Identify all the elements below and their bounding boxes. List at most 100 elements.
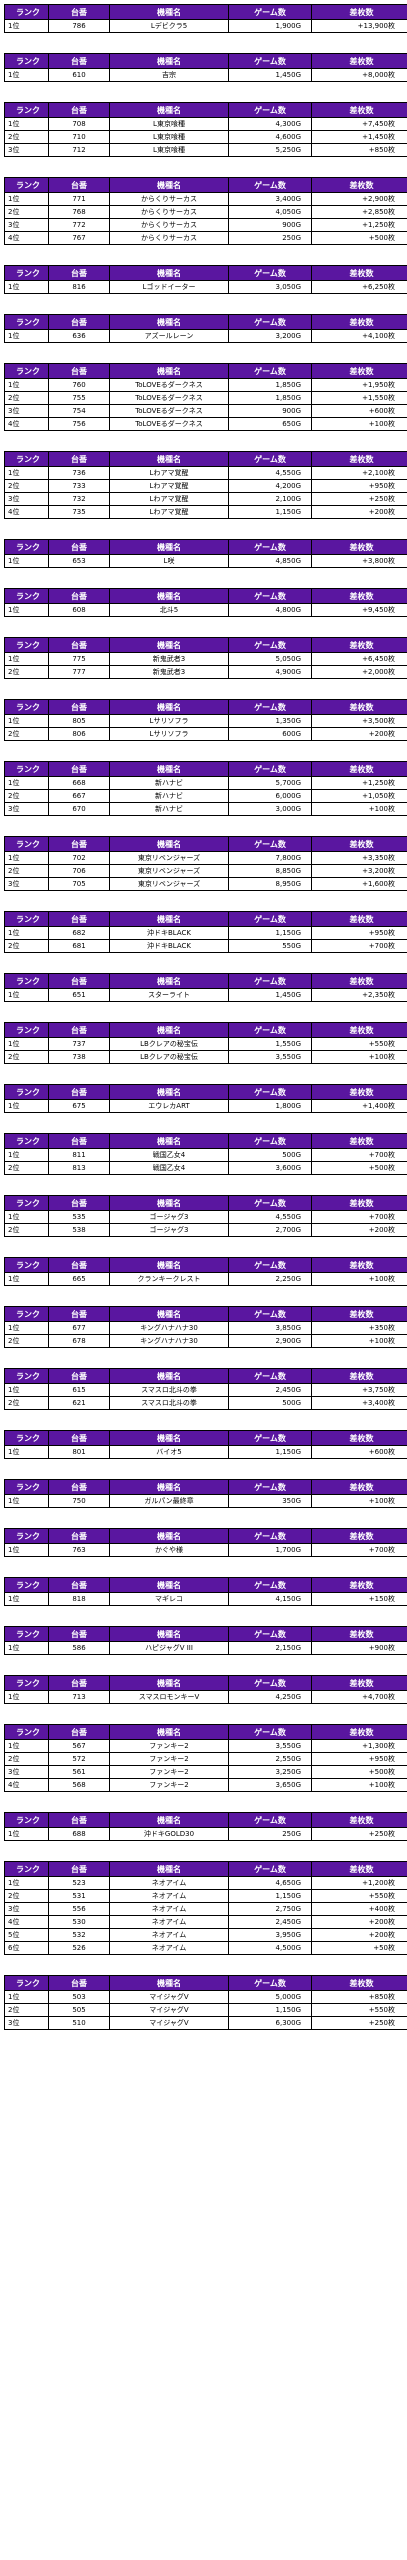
machine-name-header: 機種名 — [109, 1084, 229, 1100]
table-header-row: ランク 台番 機種名 ゲーム数 差枚数 — [4, 1975, 407, 1991]
machine-name-header: 機種名 — [109, 1675, 229, 1691]
rank-header: ランク — [4, 1975, 49, 1991]
difference-header: 差枚数 — [311, 1626, 407, 1642]
machine-name-cell: マギレコ — [109, 1592, 229, 1606]
game-count-cell: 2,250G — [228, 1272, 312, 1286]
rank-cell: 1位 — [4, 926, 49, 940]
rank-cell: 2位 — [4, 479, 49, 493]
machine-name-cell: 吉宗 — [109, 68, 229, 82]
machine-number-header: 台番 — [48, 1257, 110, 1273]
machine-number-header: 台番 — [48, 1084, 110, 1100]
machine-name-header: 機種名 — [109, 911, 229, 927]
machine-number-header: 台番 — [48, 1861, 110, 1877]
table-header-row: ランク 台番 機種名 ゲーム数 差枚数 — [4, 1724, 407, 1740]
difference-cell: +1,450枚 — [311, 130, 407, 144]
difference-cell: +1,050枚 — [311, 789, 407, 803]
machine-name-cell: スマスロ北斗の拳 — [109, 1396, 229, 1410]
machine-name-cell: 北斗5 — [109, 603, 229, 617]
machine-name-cell: L東京喰種 — [109, 143, 229, 157]
game-count-cell: 250G — [228, 1827, 312, 1841]
game-count-cell: 3,550G — [228, 1739, 312, 1753]
table-header-row: ランク 台番 機種名 ゲーム数 差枚数 — [4, 1626, 407, 1642]
machine-name-header: 機種名 — [109, 265, 229, 281]
table-row: 1位 665 クランキークレスト 2,250G +100枚 — [4, 1272, 407, 1286]
machine-name-cell: 戦国乙女4 — [109, 1161, 229, 1175]
machine-number-header: 台番 — [48, 1724, 110, 1740]
difference-cell: +6,250枚 — [311, 280, 407, 294]
machine-number-cell: 712 — [48, 143, 110, 157]
machine-name-cell: L東京喰種 — [109, 130, 229, 144]
difference-header: 差枚数 — [311, 1133, 407, 1149]
rank-cell: 2位 — [4, 1396, 49, 1410]
game-count-cell: 3,050G — [228, 280, 312, 294]
table-row: 2位 706 東京リベンジャーズ 8,850G +3,200枚 — [4, 864, 407, 878]
machine-name-header: 機種名 — [109, 1528, 229, 1544]
table-row: 1位 805 Lサリソフラ 1,350G +3,500枚 — [4, 714, 407, 728]
difference-cell: +550枚 — [311, 2003, 407, 2017]
rank-cell: 3位 — [4, 404, 49, 418]
game-count-header: ゲーム数 — [228, 451, 312, 467]
game-count-cell: 4,550G — [228, 466, 312, 480]
difference-header: 差枚数 — [311, 1479, 407, 1495]
game-count-cell: 2,100G — [228, 492, 312, 506]
machine-name-header: 機種名 — [109, 177, 229, 193]
game-count-cell: 6,000G — [228, 789, 312, 803]
table-row: 1位 688 沖ドキGOLD30 250G +250枚 — [4, 1827, 407, 1841]
difference-cell: +3,400枚 — [311, 1396, 407, 1410]
machine-name-cell: 戦国乙女4 — [109, 1148, 229, 1162]
game-count-cell: 1,150G — [228, 2003, 312, 2017]
difference-header: 差枚数 — [311, 1975, 407, 1991]
difference-cell: +700枚 — [311, 939, 407, 953]
difference-cell: +1,250枚 — [311, 776, 407, 790]
table-row: 2位 538 ゴージャグ3 2,700G +200枚 — [4, 1223, 407, 1237]
difference-cell: +200枚 — [311, 727, 407, 741]
machine-number-cell: 710 — [48, 130, 110, 144]
machine-number-header: 台番 — [48, 699, 110, 715]
game-count-header: ゲーム数 — [228, 314, 312, 330]
table-row: 4位 530 ネオアイム 2,450G +200枚 — [4, 1915, 407, 1929]
machine-number-cell: 777 — [48, 665, 110, 679]
game-count-cell: 4,800G — [228, 603, 312, 617]
rank-cell: 1位 — [4, 988, 49, 1002]
machine-number-cell: 538 — [48, 1223, 110, 1237]
machine-name-cell: 東京リベンジャーズ — [109, 877, 229, 891]
table-row: 1位 610 吉宗 1,450G +8,000枚 — [4, 68, 407, 82]
difference-cell: +1,300枚 — [311, 1739, 407, 1753]
machine-number-cell: 572 — [48, 1752, 110, 1766]
difference-header: 差枚数 — [311, 699, 407, 715]
machine-number-cell: 818 — [48, 1592, 110, 1606]
machine-number-cell: 705 — [48, 877, 110, 891]
ranking-table: ランク 台番 機種名 ゲーム数 差枚数 1位 653 L咲 4,850G +3,800枚 — [4, 539, 407, 568]
game-count-cell: 1,150G — [228, 1889, 312, 1903]
table-header-row: ランク 台番 機種名 ゲーム数 差枚数 — [4, 4, 407, 20]
machine-name-cell: ToLOVEるダークネス — [109, 378, 229, 392]
machine-number-cell: 561 — [48, 1765, 110, 1779]
rank-cell: 2位 — [4, 2003, 49, 2017]
machine-number-cell: 805 — [48, 714, 110, 728]
difference-header: 差枚数 — [311, 1724, 407, 1740]
ranking-table: ランク 台番 機種名 ゲーム数 差枚数 1位 811 戦国乙女4 500G +700枚 2位 813 戦… — [4, 1133, 407, 1175]
rank-cell: 1位 — [4, 1099, 49, 1113]
difference-cell: +950枚 — [311, 926, 407, 940]
machine-number-header: 台番 — [48, 4, 110, 20]
machine-name-cell: クランキークレスト — [109, 1272, 229, 1286]
table-row: 1位 615 スマスロ北斗の拳 2,450G +3,750枚 — [4, 1383, 407, 1397]
machine-name-cell: ファンキー2 — [109, 1778, 229, 1792]
game-count-cell: 500G — [228, 1148, 312, 1162]
machine-number-cell: 526 — [48, 1941, 110, 1955]
ranking-table: ランク 台番 機種名 ゲーム数 差枚数 1位 775 新鬼武者3 5,050G +6,450枚 2位… — [4, 637, 407, 679]
machine-number-header: 台番 — [48, 1195, 110, 1211]
machine-name-cell: エウレカART — [109, 1099, 229, 1113]
machine-number-cell: 775 — [48, 652, 110, 666]
difference-cell: +4,700枚 — [311, 1690, 407, 1704]
machine-name-cell: ファンキー2 — [109, 1765, 229, 1779]
difference-cell: +600枚 — [311, 404, 407, 418]
rank-cell: 3位 — [4, 802, 49, 816]
game-count-cell: 4,300G — [228, 117, 312, 131]
table-row: 2位 777 新鬼武者3 4,900G +2,000枚 — [4, 665, 407, 679]
game-count-header: ゲーム数 — [228, 588, 312, 604]
game-count-cell: 8,950G — [228, 877, 312, 891]
table-header-row: ランク 台番 機種名 ゲーム数 差枚数 — [4, 265, 407, 281]
machine-name-cell: ネオアイム — [109, 1915, 229, 1929]
game-count-header: ゲーム数 — [228, 637, 312, 653]
